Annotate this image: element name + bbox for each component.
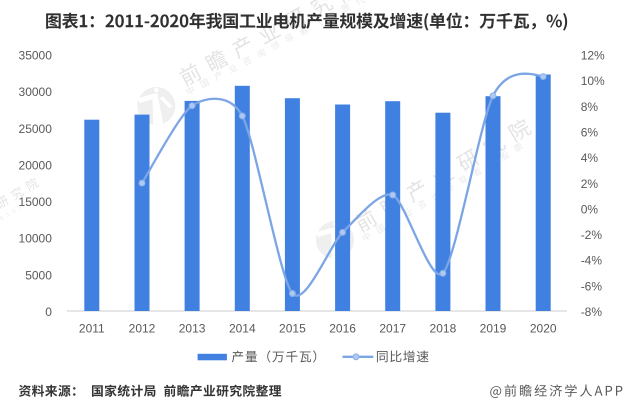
svg-text:2020: 2020 [530, 321, 557, 335]
svg-text:25000: 25000 [19, 122, 53, 136]
svg-text:2018: 2018 [430, 321, 457, 335]
svg-text:10%: 10% [581, 74, 605, 88]
svg-text:2%: 2% [581, 177, 599, 191]
svg-text:2015: 2015 [279, 321, 306, 335]
svg-text:0: 0 [45, 305, 52, 319]
svg-text:30000: 30000 [19, 85, 53, 99]
svg-text:2013: 2013 [179, 321, 206, 335]
svg-text:15000: 15000 [19, 195, 53, 209]
svg-text:6%: 6% [581, 126, 599, 140]
svg-text:2016: 2016 [329, 321, 356, 335]
svg-text:2014: 2014 [229, 321, 256, 335]
svg-text:5000: 5000 [25, 268, 52, 282]
svg-text:0%: 0% [581, 202, 599, 216]
svg-text:-2%: -2% [581, 228, 603, 242]
svg-text:20000: 20000 [19, 158, 53, 172]
svg-text:-6%: -6% [581, 279, 603, 293]
svg-text:8%: 8% [581, 100, 599, 114]
svg-text:10000: 10000 [19, 232, 53, 246]
svg-text:2019: 2019 [480, 321, 507, 335]
svg-text:2017: 2017 [379, 321, 406, 335]
svg-text:12%: 12% [581, 49, 605, 63]
svg-text:2012: 2012 [129, 321, 156, 335]
svg-text:2011: 2011 [79, 321, 105, 335]
svg-text:4%: 4% [581, 151, 599, 165]
svg-text:35000: 35000 [19, 49, 53, 63]
svg-text:-4%: -4% [581, 254, 603, 268]
svg-text:-8%: -8% [581, 305, 603, 319]
